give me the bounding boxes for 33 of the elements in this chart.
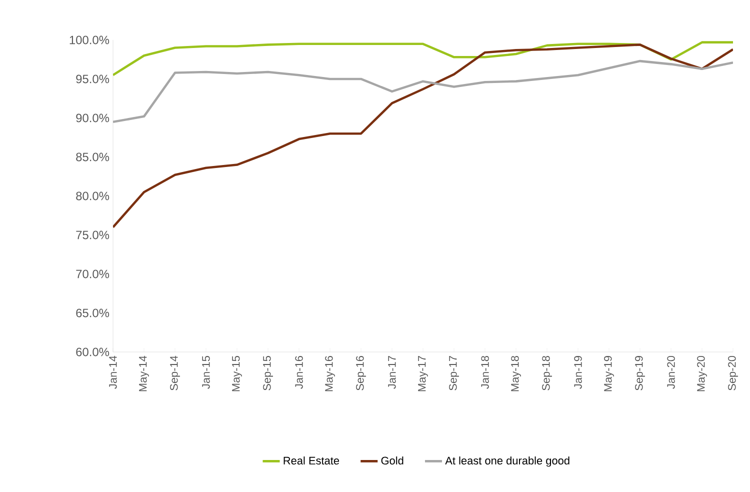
y-tick-label: 90.0% <box>76 114 110 122</box>
legend-label: At least one durable good <box>445 456 570 467</box>
x-tick-label: Sep-19 <box>635 356 645 390</box>
y-tick-label: 65.0% <box>76 308 110 318</box>
x-tick-label: May-16 <box>325 356 335 392</box>
y-tick-label: 80.0% <box>76 192 110 200</box>
y-tick-label: 95.0% <box>76 74 110 84</box>
x-tick-label: May-19 <box>604 356 614 392</box>
y-tick-label: 85.0% <box>76 152 110 162</box>
x-tick-label: Jan-18 <box>481 356 489 389</box>
x-tick-label: May-14 <box>139 356 149 392</box>
x-tick-label: Jan-19 <box>574 356 582 389</box>
x-tick-label: Jan-17 <box>388 356 396 389</box>
x-tick-label: Jan-20 <box>667 356 675 389</box>
x-tick-label: May-15 <box>232 356 242 392</box>
x-tick-label: Jan-15 <box>202 356 210 389</box>
x-tick-label: May-18 <box>511 356 521 392</box>
y-tick-label: 75.0% <box>76 230 110 240</box>
x-tick-label: Sep-16 <box>356 356 366 390</box>
y-tick-label: 60.0% <box>76 348 110 356</box>
x-tick-label: Jan-14 <box>109 356 117 389</box>
legend-label: Gold <box>381 456 404 465</box>
x-tick-label: Sep-14 <box>170 356 180 390</box>
x-tick-label: Jan-16 <box>295 356 303 389</box>
x-tick-label: May-17 <box>418 356 428 392</box>
x-tick-label: Sep-15 <box>263 356 273 390</box>
x-tick-label: May-20 <box>697 356 707 392</box>
x-tick-label: Sep-18 <box>542 356 552 390</box>
legend-label: Real Estate <box>284 456 340 465</box>
x-tick-label: Sep-17 <box>449 356 459 390</box>
y-tick-label: 100.0% <box>70 36 110 44</box>
x-tick-label: Sep-20 <box>728 356 738 390</box>
y-tick-label: 70.0% <box>76 270 110 278</box>
